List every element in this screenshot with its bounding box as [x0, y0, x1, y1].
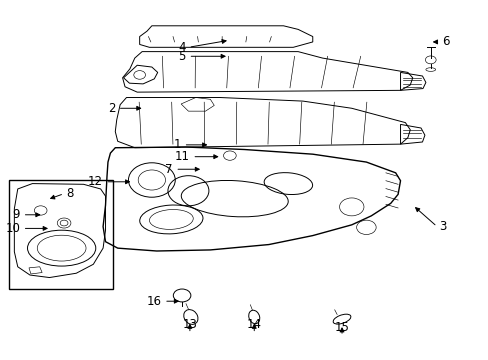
Text: 2: 2 [107, 102, 115, 115]
Text: 16: 16 [146, 295, 161, 308]
Bar [9, 180, 113, 289]
Text: 6: 6 [441, 35, 448, 49]
Text: 8: 8 [66, 187, 74, 200]
Text: 3: 3 [439, 220, 446, 233]
Text: 1: 1 [173, 138, 181, 151]
Text: 7: 7 [165, 163, 172, 176]
Text: 12: 12 [88, 175, 103, 188]
Text: 11: 11 [175, 150, 189, 163]
Text: 4: 4 [178, 41, 185, 54]
Text: 9: 9 [13, 208, 20, 221]
Text: 15: 15 [334, 320, 349, 333]
Text: 5: 5 [178, 50, 185, 63]
Text: 13: 13 [182, 318, 197, 331]
Text: 14: 14 [246, 318, 261, 331]
Text: 10: 10 [5, 222, 20, 235]
